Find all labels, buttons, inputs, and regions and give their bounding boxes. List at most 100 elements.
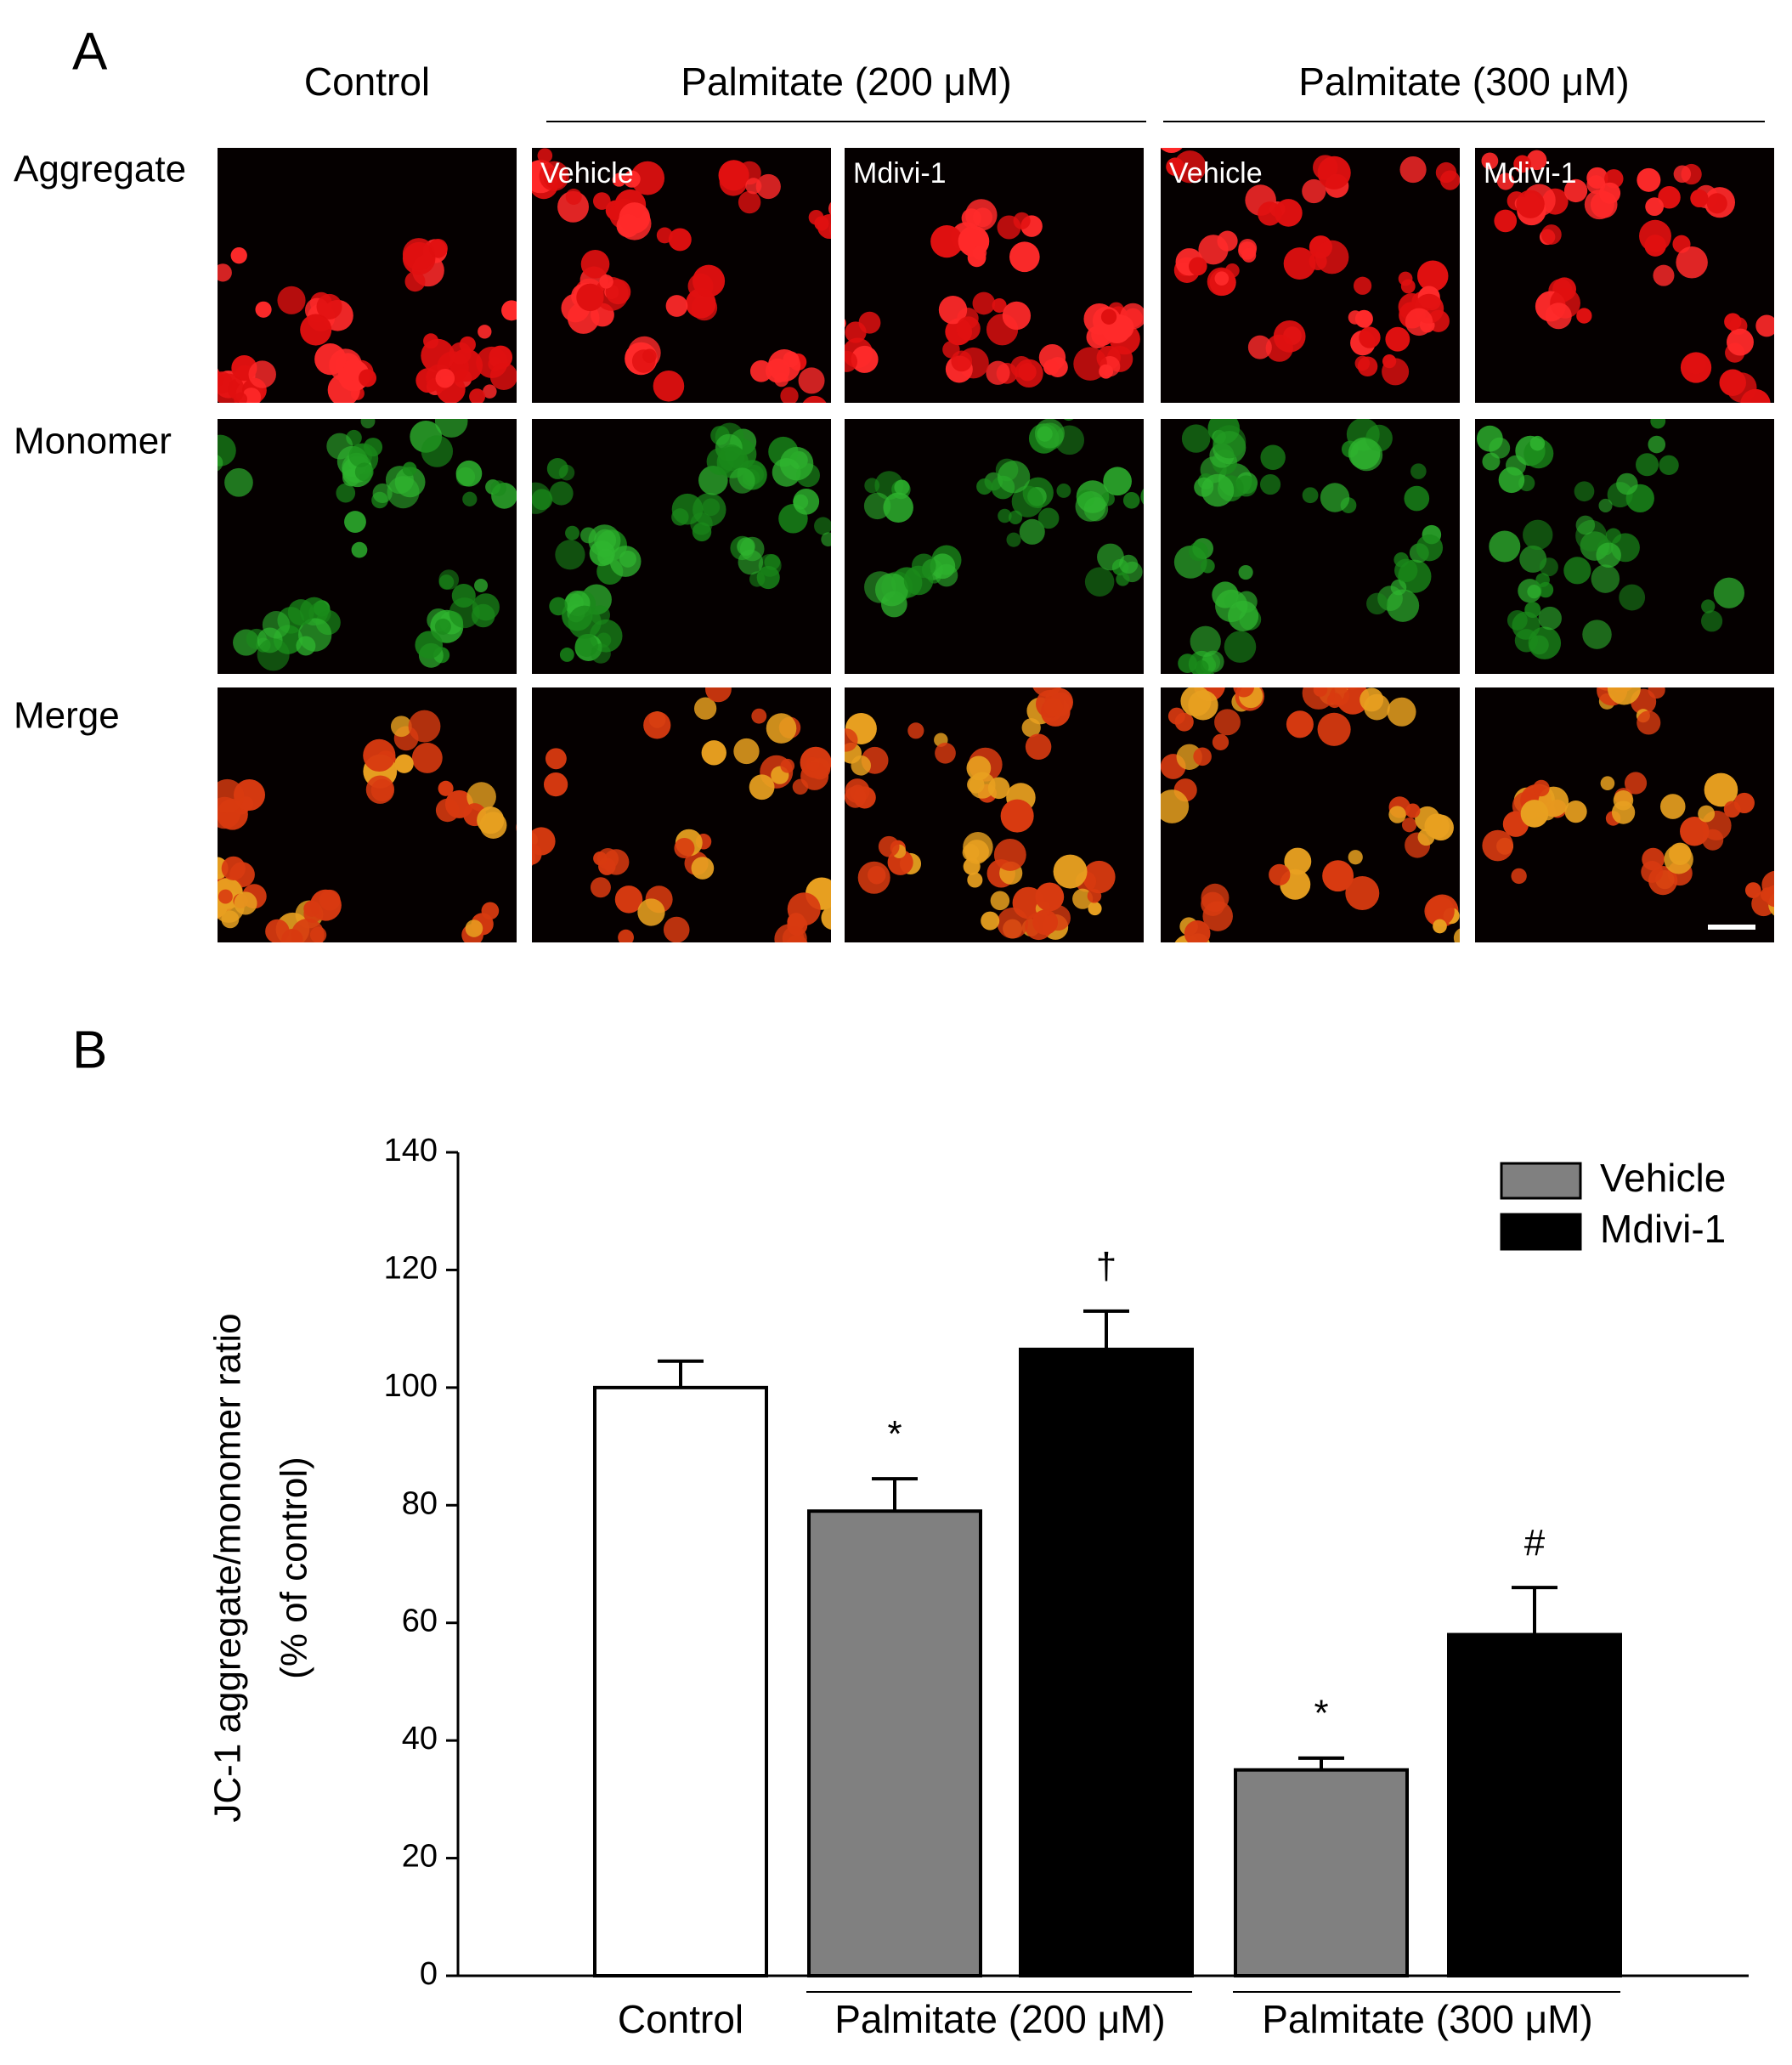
scale-bar xyxy=(1708,925,1755,930)
cell xyxy=(1259,473,1281,495)
bar xyxy=(807,1509,982,1977)
cell xyxy=(1348,850,1363,865)
cell xyxy=(592,192,611,210)
legend-swatch xyxy=(1500,1213,1582,1251)
micrograph: Mdivi-1 xyxy=(1475,148,1774,403)
x-tick-label: Palmitate (200 μM) xyxy=(834,1997,1166,2041)
cell xyxy=(1538,606,1562,631)
cell xyxy=(1233,687,1255,698)
cell xyxy=(1345,876,1380,910)
cell xyxy=(1258,201,1282,226)
cell xyxy=(1415,806,1440,832)
cell xyxy=(976,478,993,495)
cell xyxy=(997,461,1031,494)
cell xyxy=(1529,435,1546,451)
cell xyxy=(532,849,536,866)
cell xyxy=(565,189,582,206)
cell xyxy=(623,170,641,188)
y-tick-label: 100 xyxy=(384,1368,438,1404)
cell xyxy=(1701,599,1716,614)
legend-label: Vehicle xyxy=(1600,1156,1726,1200)
cell xyxy=(1404,485,1430,512)
micrograph xyxy=(1161,687,1460,942)
cell xyxy=(1704,772,1738,807)
cell xyxy=(1035,882,1065,912)
cell xyxy=(1435,161,1457,184)
cell xyxy=(1214,709,1241,736)
cell xyxy=(1482,829,1514,862)
cell xyxy=(1637,710,1661,735)
cell xyxy=(1087,889,1102,903)
cell xyxy=(1190,625,1221,657)
cell xyxy=(997,907,1029,939)
cell xyxy=(1563,557,1591,585)
treatment-label: Vehicle xyxy=(540,157,634,190)
cell xyxy=(309,889,342,921)
cell xyxy=(1584,190,1614,220)
micrograph xyxy=(532,687,831,942)
cell xyxy=(993,838,1026,871)
cell xyxy=(749,359,772,382)
cell xyxy=(1539,557,1558,577)
cell xyxy=(1398,271,1413,286)
cell xyxy=(402,461,417,477)
cell xyxy=(1037,507,1060,529)
cell xyxy=(614,885,643,914)
cell xyxy=(574,633,598,657)
bar xyxy=(1447,1632,1622,1977)
cell xyxy=(930,224,964,258)
cell xyxy=(779,446,814,481)
cell xyxy=(1119,554,1139,574)
cell xyxy=(1201,473,1235,507)
cell xyxy=(1513,155,1531,173)
cell xyxy=(1063,419,1074,421)
cell xyxy=(845,786,867,808)
y-tick-label: 140 xyxy=(384,1133,438,1168)
cell xyxy=(1600,776,1615,791)
cells xyxy=(1161,687,1460,942)
cell xyxy=(1641,861,1664,883)
cell xyxy=(663,916,690,942)
cell xyxy=(316,293,342,320)
cell xyxy=(1410,463,1427,479)
cell xyxy=(1387,697,1416,727)
cell xyxy=(218,455,223,472)
cell xyxy=(821,906,831,930)
cells xyxy=(1476,419,1745,659)
cells xyxy=(863,419,1144,618)
cells xyxy=(218,419,517,671)
cell xyxy=(1586,175,1606,195)
cell xyxy=(793,494,809,510)
cell xyxy=(1719,369,1746,397)
cell xyxy=(1032,909,1059,936)
cell xyxy=(1405,308,1433,337)
cell xyxy=(868,865,886,885)
cell xyxy=(903,565,934,596)
cell xyxy=(1053,854,1088,889)
cell xyxy=(1056,484,1071,498)
cell xyxy=(874,573,909,607)
cell xyxy=(559,648,574,662)
cell xyxy=(1596,542,1621,569)
x-tick-label: Control xyxy=(618,1997,743,2041)
cell xyxy=(474,579,489,593)
cell xyxy=(532,843,542,865)
cell xyxy=(545,748,567,770)
cell xyxy=(277,286,306,314)
cell xyxy=(1235,475,1258,497)
cell xyxy=(1481,152,1499,170)
cell xyxy=(1476,425,1503,452)
cell xyxy=(1247,335,1272,359)
cell xyxy=(1037,426,1053,442)
cell xyxy=(1507,609,1528,631)
cell xyxy=(851,345,879,373)
cell xyxy=(1032,687,1061,697)
micrograph xyxy=(1161,419,1460,674)
cell xyxy=(1084,567,1115,597)
cell xyxy=(1611,801,1636,824)
cell xyxy=(851,755,872,776)
cell xyxy=(1273,320,1306,353)
cell xyxy=(1025,733,1052,761)
micrograph xyxy=(218,687,517,942)
cell xyxy=(1496,173,1515,190)
